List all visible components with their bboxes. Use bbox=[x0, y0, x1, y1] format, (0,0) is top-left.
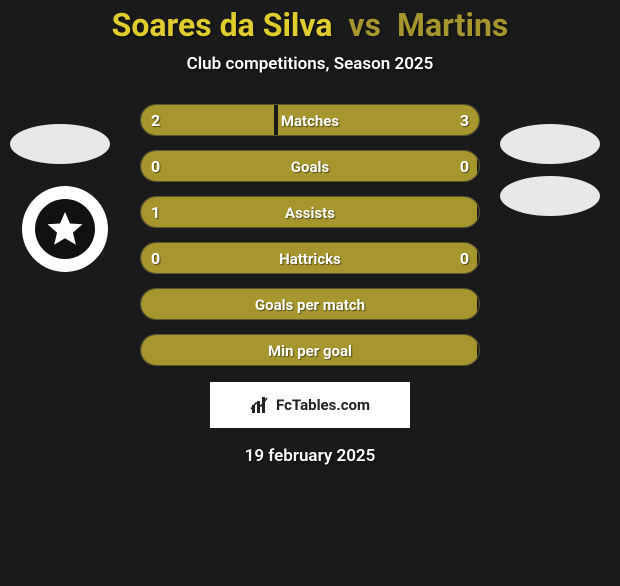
stat-row-min_per_goal: Min per goal bbox=[0, 334, 620, 366]
stat-row-matches: 23Matches bbox=[0, 104, 620, 136]
footer-source-text: FcTables.com bbox=[276, 396, 370, 414]
stat-row-hattricks: 00Hattricks bbox=[0, 242, 620, 274]
player1-name: Soares da Silva bbox=[112, 6, 333, 44]
stat-row-goals: 00Goals bbox=[0, 150, 620, 182]
footer-date: 19 february 2025 bbox=[0, 446, 620, 466]
vs-label: vs bbox=[348, 6, 381, 44]
stat-label: Hattricks bbox=[141, 243, 479, 274]
footer-source-badge: FcTables.com bbox=[210, 382, 410, 428]
stat-bar-track: Min per goal bbox=[140, 334, 480, 366]
stat-bar-track: 23Matches bbox=[140, 104, 480, 136]
subtitle: Club competitions, Season 2025 bbox=[0, 54, 620, 74]
stat-label: Min per goal bbox=[141, 335, 479, 366]
stat-bar-track: 1Assists bbox=[140, 196, 480, 228]
stat-label: Goals per match bbox=[141, 289, 479, 320]
stat-label: Goals bbox=[141, 151, 479, 182]
stat-bar-track: 00Goals bbox=[140, 150, 480, 182]
chart-icon bbox=[250, 395, 270, 415]
comparison-title: Soares da Silva vs Martins bbox=[0, 6, 620, 44]
stat-row-assists: 1Assists bbox=[0, 196, 620, 228]
stat-bar-track: 00Hattricks bbox=[140, 242, 480, 274]
stat-label: Matches bbox=[141, 105, 479, 136]
stat-row-goals_per_match: Goals per match bbox=[0, 288, 620, 320]
stat-label: Assists bbox=[141, 197, 479, 228]
player2-name: Martins bbox=[397, 6, 508, 44]
stat-bar-track: Goals per match bbox=[140, 288, 480, 320]
